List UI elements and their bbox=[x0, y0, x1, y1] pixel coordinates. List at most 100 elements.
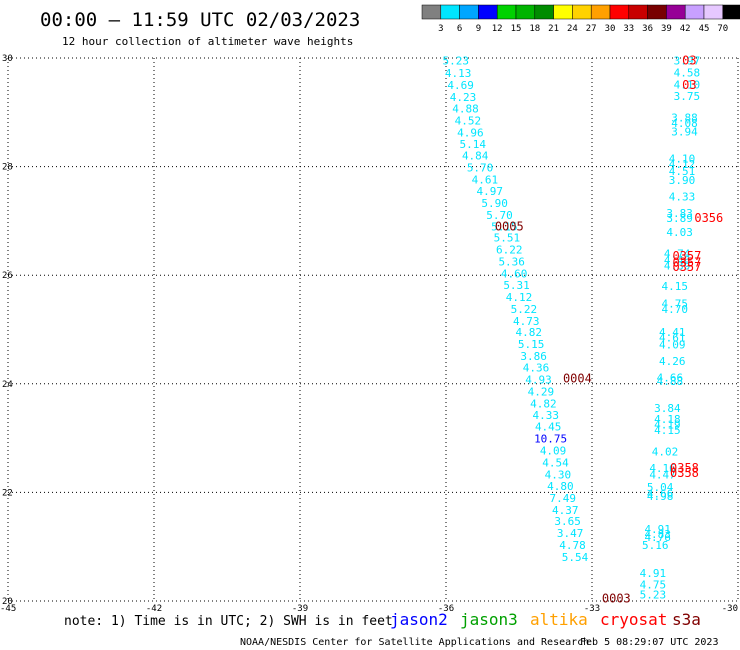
swh-value-label: 5.16 bbox=[642, 539, 669, 552]
swh-value-label: 3.94 bbox=[671, 125, 698, 138]
plot-grid bbox=[7, 57, 739, 602]
swh-value-label: 4.23 bbox=[450, 91, 477, 104]
colorbar-swatch bbox=[609, 4, 630, 20]
y-tick-label: 26 bbox=[2, 271, 13, 281]
colorbar-swatch bbox=[722, 4, 740, 20]
axis-ticks: -45 -42 -39 -36 -33 -30 20 22 24 26 28 30 bbox=[0, 54, 738, 614]
swh-value-label: 4.33 bbox=[669, 190, 696, 203]
colorbar-swatch bbox=[440, 4, 460, 20]
pass-time-label: 0004 bbox=[563, 371, 592, 385]
swh-value-label: 4.74 bbox=[664, 247, 691, 260]
satellite-legend-s3a: s3a bbox=[672, 610, 701, 629]
colorbar-swatch bbox=[647, 4, 667, 20]
swh-value-label: 4.61 bbox=[472, 174, 499, 187]
colorbar-swatch bbox=[515, 4, 536, 20]
swh-value-label: 4.16 bbox=[649, 462, 676, 475]
swh-value-label: 4.75 bbox=[661, 297, 688, 310]
colorbar-swatch bbox=[421, 4, 442, 20]
swh-value-label: 3.89 bbox=[666, 212, 693, 225]
swh-value-label: 5.23 bbox=[640, 588, 667, 601]
swh-value-label: 4.15 bbox=[654, 424, 681, 437]
swh-value-label: 4.08 bbox=[671, 117, 698, 130]
swh-value-label: 7.49 bbox=[550, 492, 577, 505]
swh-value-label: 4.76 bbox=[644, 531, 671, 544]
swh-value-label: 5.14 bbox=[460, 138, 487, 151]
swh-value-label: 3.75 bbox=[674, 90, 701, 103]
x-tick-label: -39 bbox=[292, 604, 308, 614]
data-labels: 5.234.134.694.234.884.524.965.144.845.70… bbox=[442, 55, 700, 602]
colorbar-level: 70 bbox=[717, 24, 728, 34]
satellite-legend: jason2 jason3 altika cryosat s3a bbox=[390, 610, 701, 629]
swh-value-label: 4.83 bbox=[644, 528, 671, 541]
swh-value-label: 5.31 bbox=[503, 279, 530, 292]
swh-value-label: 3.83 bbox=[666, 207, 693, 220]
pass-time-label: 0356 bbox=[694, 211, 723, 225]
swh-value-label: 4.09 bbox=[659, 339, 686, 352]
swh-value-label: 4.26 bbox=[659, 355, 686, 368]
colorbar-level: 27 bbox=[586, 24, 597, 34]
swh-value-label: 4.36 bbox=[523, 362, 550, 375]
y-tick-label: 30 bbox=[2, 54, 13, 64]
swh-value-label: 4.15 bbox=[661, 280, 688, 293]
colorbar-swatch bbox=[496, 4, 517, 20]
x-tick-label: -42 bbox=[146, 604, 162, 614]
y-tick-label: 22 bbox=[2, 488, 13, 498]
swh-value-label: 3.65 bbox=[554, 515, 581, 528]
swh-value-label: 4.10 bbox=[669, 152, 696, 165]
footer-credit: NOAA/NESDIS Center for Satellite Applica… bbox=[240, 637, 589, 648]
swh-value-label: 4.46 bbox=[664, 254, 691, 267]
colorbar-level: 33 bbox=[623, 24, 634, 34]
swh-value-label: 5.04 bbox=[647, 481, 674, 494]
swh-value-label: 4.70 bbox=[661, 303, 688, 316]
swh-value-label: 3.88 bbox=[671, 112, 698, 125]
pass-time-label: 0357 bbox=[672, 256, 701, 270]
swh-value-label: 4.09 bbox=[540, 445, 567, 458]
swh-value-label: 5.70 bbox=[467, 162, 494, 175]
satellite-legend-cryosat: cryosat bbox=[600, 610, 667, 629]
swh-value-label: 5.70 bbox=[486, 209, 513, 222]
swh-value-label: 5.36 bbox=[498, 256, 525, 269]
swh-value-label: 4.12 bbox=[506, 291, 533, 304]
swh-value-label: 3.86 bbox=[520, 350, 547, 363]
swh-value-label: 4.82 bbox=[515, 326, 542, 339]
swh-value-label: 5.22 bbox=[511, 303, 538, 316]
x-tick-label: -33 bbox=[584, 604, 600, 614]
swh-value-label: 4.58 bbox=[674, 67, 701, 80]
swh-value-label: 4.18 bbox=[654, 413, 681, 426]
pass-time-label: 0357 bbox=[672, 249, 701, 263]
colorbar-level: 18 bbox=[529, 24, 540, 34]
colorbar-level: 45 bbox=[699, 24, 710, 34]
colorbar-swatch bbox=[459, 4, 479, 20]
swh-value-label: 4.54 bbox=[542, 457, 569, 470]
swh-value-label: 4.03 bbox=[666, 226, 693, 239]
swh-value-label: 5.23 bbox=[442, 55, 469, 68]
swh-value-label: 4.19 bbox=[654, 419, 681, 432]
swh-value-label: 4.93 bbox=[525, 373, 552, 386]
colorbar-swatch bbox=[534, 4, 554, 20]
swh-value-label: 3.47 bbox=[557, 527, 584, 540]
swh-value-label: 5.15 bbox=[491, 220, 518, 233]
swh-value-label: 6.22 bbox=[496, 244, 523, 257]
swh-value-label: 4.82 bbox=[530, 397, 557, 410]
colorbar-level: 15 bbox=[511, 24, 522, 34]
swh-value-label: 4.10 bbox=[674, 79, 701, 92]
swh-value-label: 3.97 bbox=[674, 55, 701, 68]
footer-timestamp: Feb 5 08:29:07 UTC 2023 bbox=[580, 637, 718, 648]
swh-value-label: 4.66 bbox=[647, 487, 674, 500]
colorbar-level: 6 bbox=[457, 24, 462, 34]
x-tick-label: -30 bbox=[722, 604, 738, 614]
swh-value-label: 4.33 bbox=[533, 409, 560, 422]
satellite-legend-altika: altika bbox=[530, 610, 588, 629]
swh-value-label: 4.98 bbox=[647, 490, 674, 503]
colorbar-level: 24 bbox=[567, 24, 578, 34]
swh-value-label: 5.15 bbox=[518, 338, 545, 351]
colorbar-swatch bbox=[666, 4, 686, 20]
colorbar-swatch bbox=[684, 4, 705, 20]
colorbar-level: 9 bbox=[476, 24, 481, 34]
pass-time-label: 03 bbox=[682, 78, 696, 92]
colorbar-level: 3 bbox=[438, 24, 443, 34]
colorbar-swatch bbox=[703, 4, 724, 20]
swh-value-label: 4.13 bbox=[445, 67, 472, 80]
